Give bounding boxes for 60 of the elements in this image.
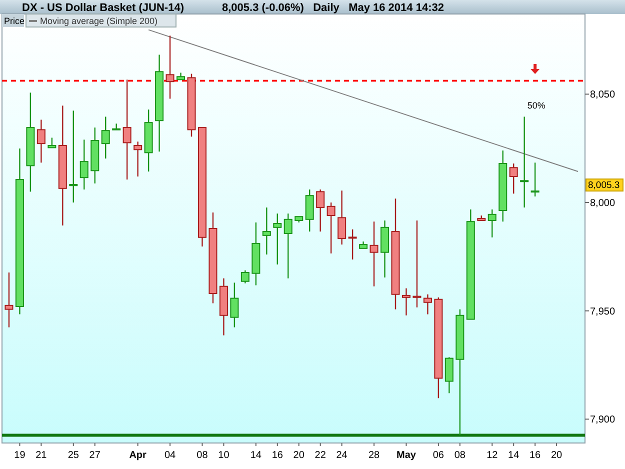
candlestick bbox=[326, 202, 336, 254]
candlestick bbox=[402, 288, 410, 316]
chart-subtitle: 8,005.3 (-0.06%) Daily May 16 2014 14:32 bbox=[222, 2, 444, 14]
candlestick bbox=[520, 116, 529, 208]
candlestick bbox=[273, 212, 282, 266]
x-tick-label: 27 bbox=[89, 450, 101, 461]
candlestick bbox=[112, 123, 121, 130]
candlestick bbox=[4, 272, 14, 328]
x-tick-label: 28 bbox=[368, 450, 380, 461]
annotation: 50% bbox=[527, 100, 546, 111]
candlestick bbox=[134, 141, 142, 178]
x-tick-label: 21 bbox=[36, 450, 48, 461]
x-tick-label: 12 bbox=[486, 450, 498, 461]
candlestick bbox=[262, 206, 271, 256]
y-tick-label: 8,050 bbox=[590, 90, 616, 101]
candlestick bbox=[348, 228, 357, 260]
x-tick-label: 06 bbox=[432, 450, 444, 461]
candlestick bbox=[80, 139, 88, 190]
x-tick-label: 04 bbox=[164, 450, 176, 461]
y-tick-label: 7,900 bbox=[590, 414, 616, 426]
x-tick-label: 08 bbox=[454, 450, 466, 461]
x-tick-label: 08 bbox=[196, 450, 208, 461]
legend-title: Price bbox=[4, 16, 25, 26]
x-tick-label: 14 bbox=[250, 450, 262, 461]
x-tick-label: 19 bbox=[14, 450, 26, 461]
x-tick-label: May bbox=[396, 450, 416, 461]
candlestick bbox=[69, 110, 78, 204]
candlestick bbox=[412, 220, 422, 308]
candlestick bbox=[166, 35, 174, 100]
y-tick-label: 8,000 bbox=[590, 198, 616, 209]
candlestick bbox=[488, 208, 496, 238]
text: 8,005.3 bbox=[588, 180, 620, 192]
legend-label: Moving average (Simple 200) bbox=[40, 16, 158, 26]
candlestick bbox=[423, 294, 432, 315]
candlestick bbox=[240, 270, 250, 284]
x-tick-label: 16 bbox=[530, 450, 542, 461]
candlestick bbox=[36, 119, 46, 164]
candlestick bbox=[338, 190, 346, 246]
x-tick-label: 16 bbox=[272, 450, 284, 461]
x-tick-label: 20 bbox=[550, 450, 563, 461]
candlestick bbox=[122, 79, 132, 180]
candlestick bbox=[305, 188, 314, 232]
candlestick bbox=[48, 137, 56, 148]
y-tick-label: 7,950 bbox=[590, 306, 616, 318]
x-tick-label: 22 bbox=[314, 450, 326, 461]
candlestick bbox=[444, 356, 454, 394]
candlestick bbox=[230, 282, 239, 328]
x-tick-label: 10 bbox=[218, 450, 230, 461]
x-tick-label: 14 bbox=[508, 450, 520, 461]
candlestick bbox=[284, 212, 292, 279]
candlestick bbox=[370, 220, 378, 287]
candlestick bbox=[509, 162, 518, 194]
chart-title: DX - US Dollar Basket (JUN-14) bbox=[22, 2, 184, 14]
x-tick-label: 20 bbox=[293, 450, 305, 461]
candlestick bbox=[101, 116, 110, 160]
candlestick bbox=[316, 188, 325, 232]
candlestick bbox=[530, 162, 540, 198]
x-tick-label: Apr bbox=[129, 450, 147, 461]
x-tick-label: 24 bbox=[336, 450, 348, 461]
x-tick-label: 25 bbox=[68, 450, 80, 461]
